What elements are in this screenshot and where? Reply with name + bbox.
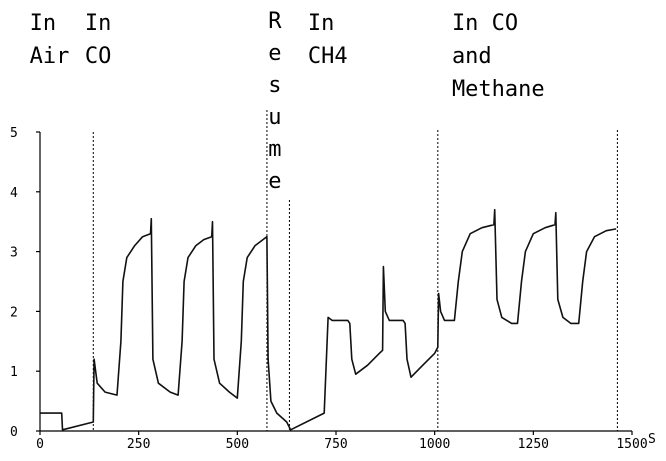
annotation-line: In <box>308 11 335 36</box>
x-tick-label: 250 <box>127 437 150 452</box>
annotation-letter: s <box>268 73 281 98</box>
annotation-line: and <box>452 44 492 69</box>
y-tick-label: 5 <box>10 126 18 141</box>
y-tick-label: 2 <box>10 305 18 320</box>
phase-annotation: In Air <box>30 11 70 69</box>
annotation-line: In <box>30 11 57 36</box>
series-line <box>40 208 617 431</box>
phase-dividers <box>92 110 618 431</box>
annotation-line: CH4 <box>308 44 348 69</box>
y-tick-label: 0 <box>10 425 18 440</box>
annotation-letter: m <box>268 137 281 162</box>
phase-annotation: In CH4 <box>308 11 348 69</box>
annotation-letter: e <box>268 169 281 194</box>
x-tick-label: 750 <box>324 437 347 452</box>
annotation-letter: u <box>268 105 281 130</box>
annotation-letter: R <box>268 9 282 34</box>
annotation-line: CO <box>85 44 112 69</box>
annotation-line: Air <box>30 44 70 69</box>
annotation-line: Methane <box>452 77 545 102</box>
y-tick-label: 1 <box>10 365 18 380</box>
x-tick-label: 1000 <box>419 437 450 452</box>
tick-labels: 0 250 500 750 1000 1250 1500 0 1 2 3 4 5 <box>10 126 648 452</box>
series <box>40 208 617 431</box>
y-tick-label: 3 <box>10 246 18 261</box>
x-tick-label: 1500 <box>616 437 647 452</box>
x-unit-label: S <box>648 432 656 447</box>
axes <box>39 132 632 432</box>
annotation-letter: e <box>268 41 281 66</box>
x-tick-label: 0 <box>36 437 44 452</box>
phase-annotation: In CO <box>85 11 112 69</box>
y-tick-label: 4 <box>10 186 18 201</box>
annotation-line: In <box>85 11 112 36</box>
x-tick-label: 500 <box>226 437 249 452</box>
x-tick-label: 1250 <box>518 437 549 452</box>
annotation-line: In CO <box>452 11 518 36</box>
phase-annotation: In CO and Methane <box>452 11 545 102</box>
